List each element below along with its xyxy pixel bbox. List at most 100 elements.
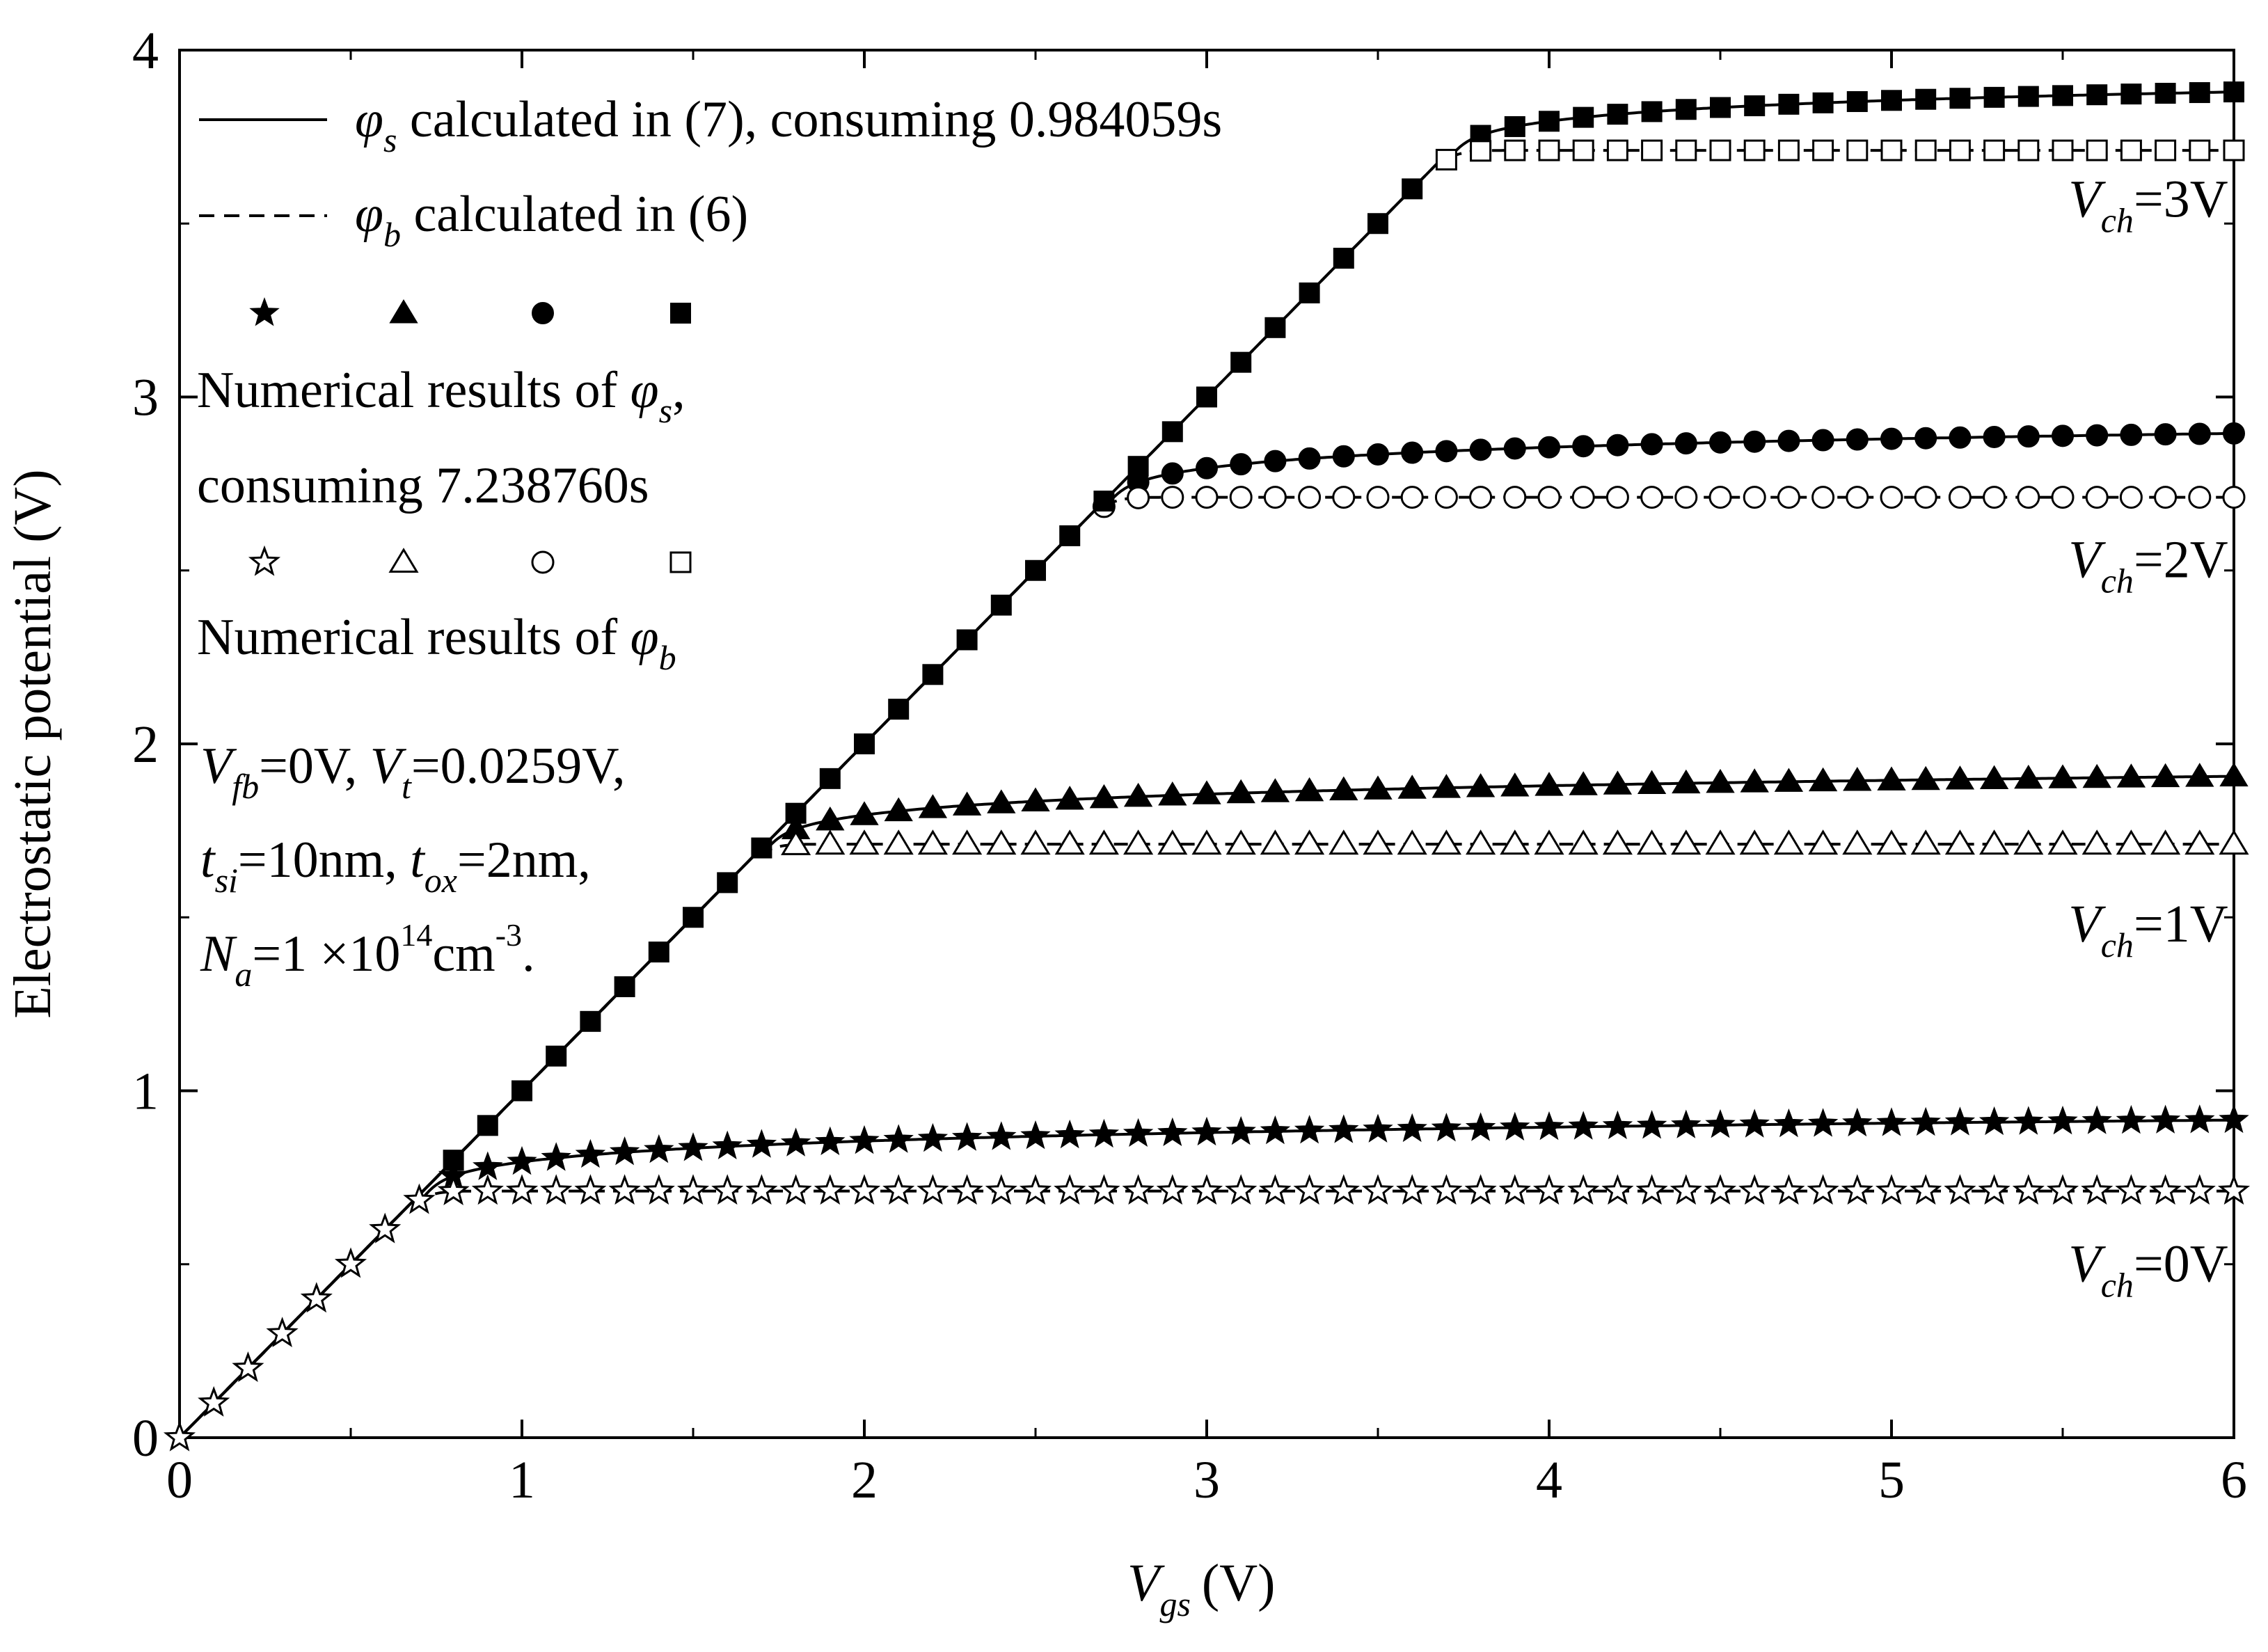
x-tick-label: 6 xyxy=(2221,1451,2247,1509)
data-point-circle-open xyxy=(2051,486,2075,509)
data-point-triangle-filled xyxy=(1877,766,1906,791)
data-point-triangle-filled xyxy=(1569,771,1598,795)
data-point-square-filled xyxy=(1778,93,1800,115)
param-line2: tsi=10nm, tox=2nm, xyxy=(200,832,591,900)
data-point-star-filled xyxy=(1978,1106,2010,1136)
data-point-star-open xyxy=(198,1385,230,1417)
data-point-square-open xyxy=(1572,139,1594,161)
data-point-triangle-open xyxy=(2081,829,2112,855)
data-point-triangle-open xyxy=(849,829,880,855)
data-point-triangle-filled xyxy=(1535,772,1564,796)
data-point-star-filled xyxy=(678,1132,708,1161)
data-point-circle-filled xyxy=(1538,436,1560,459)
data-point-circle-filled xyxy=(1674,432,1697,455)
data-point-triangle-filled xyxy=(2185,763,2214,787)
data-point-square-open xyxy=(1675,139,1697,161)
data-point-triangle-open xyxy=(1054,829,1085,855)
data-point-circle-filled xyxy=(2154,423,2177,446)
data-point-star-filled xyxy=(1944,1106,1976,1136)
data-point-star-open xyxy=(1567,1174,1600,1205)
data-point-star-open xyxy=(2012,1174,2045,1205)
legend-marker-star-open xyxy=(248,545,281,576)
data-point-circle-filled xyxy=(1743,430,1766,453)
x-axis-title-var: V xyxy=(1127,1554,1165,1612)
data-point-star-filled xyxy=(780,1127,811,1157)
data-point-star-filled xyxy=(2013,1106,2044,1135)
data-point-star-open xyxy=(676,1174,710,1205)
data-point-star-open xyxy=(1361,1174,1395,1205)
data-point-circle-open xyxy=(1366,486,1390,509)
data-point-triangle-open xyxy=(1191,829,1222,855)
data-point-square-filled xyxy=(614,976,635,997)
data-point-triangle-open xyxy=(815,829,846,855)
data-point-star-open xyxy=(951,1174,983,1205)
data-point-star-filled xyxy=(609,1136,640,1166)
data-point-circle-filled xyxy=(1777,429,1800,452)
data-point-square-open xyxy=(1606,139,1628,161)
data-point-square-open xyxy=(2052,139,2074,161)
x-axis-title-sub: gs xyxy=(1159,1585,1190,1623)
data-point-square-open xyxy=(1846,139,1869,161)
data-point-star-open xyxy=(1670,1174,1702,1205)
data-point-triangle-filled xyxy=(2116,763,2146,788)
data-point-star-open xyxy=(779,1174,812,1205)
data-point-circle-open xyxy=(1332,486,1356,509)
legend-filled-markers xyxy=(249,297,691,326)
data-point-triangle-open xyxy=(917,829,948,855)
data-point-star-open xyxy=(574,1174,607,1205)
data-point-star-filled xyxy=(644,1134,674,1163)
data-point-square-filled xyxy=(1025,559,1046,581)
data-point-circle-filled xyxy=(1846,428,1869,451)
data-point-triangle-open xyxy=(1944,829,1975,855)
data-point-star-open xyxy=(505,1174,539,1205)
data-point-circle-filled xyxy=(2052,424,2074,447)
data-point-triangle-open xyxy=(781,829,811,855)
data-point-star-filled xyxy=(1500,1111,1530,1141)
data-point-triangle-filled xyxy=(1192,780,1221,804)
data-point-square-filled xyxy=(1333,248,1354,269)
data-point-square-filled xyxy=(1161,421,1183,443)
data-point-circle-filled xyxy=(2086,424,2109,447)
data-point-star-open xyxy=(2217,1174,2251,1205)
data-point-square-open xyxy=(1880,139,1903,161)
legend-marker-square-filled xyxy=(670,303,691,324)
data-point-circle-open xyxy=(2222,486,2246,509)
data-point-star-open xyxy=(1738,1174,1771,1205)
data-point-triangle-filled xyxy=(1363,775,1393,800)
data-point-star-filled xyxy=(815,1126,846,1156)
data-point-circle-filled xyxy=(1332,445,1355,468)
data-point-triangle-filled xyxy=(1603,770,1633,795)
data-point-star-open xyxy=(1635,1174,1668,1205)
data-point-star-open xyxy=(1122,1174,1155,1205)
data-point-star-open xyxy=(334,1247,367,1278)
data-point-star-filled xyxy=(1191,1116,1222,1146)
data-point-triangle-filled xyxy=(1637,770,1667,794)
data-point-triangle-filled xyxy=(2014,764,2043,789)
data-point-star-open xyxy=(1841,1174,1873,1205)
data-point-star-filled xyxy=(2219,1104,2249,1134)
data-point-star-open xyxy=(1532,1174,1566,1205)
data-point-circle-filled xyxy=(1469,438,1492,461)
data-point-star-filled xyxy=(2116,1104,2147,1134)
data-point-star-open xyxy=(2183,1174,2216,1205)
data-point-square-filled xyxy=(1573,106,1594,128)
data-point-star-open xyxy=(1396,1174,1429,1205)
data-point-star-filled xyxy=(2150,1104,2181,1134)
data-point-square-filled xyxy=(751,837,772,859)
data-point-star-open xyxy=(1225,1174,1258,1205)
legend-open-markers xyxy=(248,545,692,576)
data-point-circle-filled xyxy=(1264,450,1287,472)
data-point-circle-open xyxy=(1640,486,1664,509)
data-point-triangle-filled xyxy=(1329,776,1358,801)
data-point-star-filled xyxy=(473,1151,503,1180)
data-point-square-filled xyxy=(1196,386,1217,408)
data-point-circle-filled xyxy=(1196,456,1218,479)
data-point-triangle-filled xyxy=(1397,775,1427,799)
data-point-square-open xyxy=(2017,139,2040,161)
data-point-square-filled xyxy=(2155,83,2176,104)
data-point-circle-open xyxy=(1195,486,1219,509)
data-point-square-filled xyxy=(1949,88,1971,109)
data-point-circle-filled xyxy=(1401,441,1424,464)
data-point-square-filled xyxy=(1127,456,1149,477)
data-point-star-open xyxy=(1430,1174,1463,1205)
